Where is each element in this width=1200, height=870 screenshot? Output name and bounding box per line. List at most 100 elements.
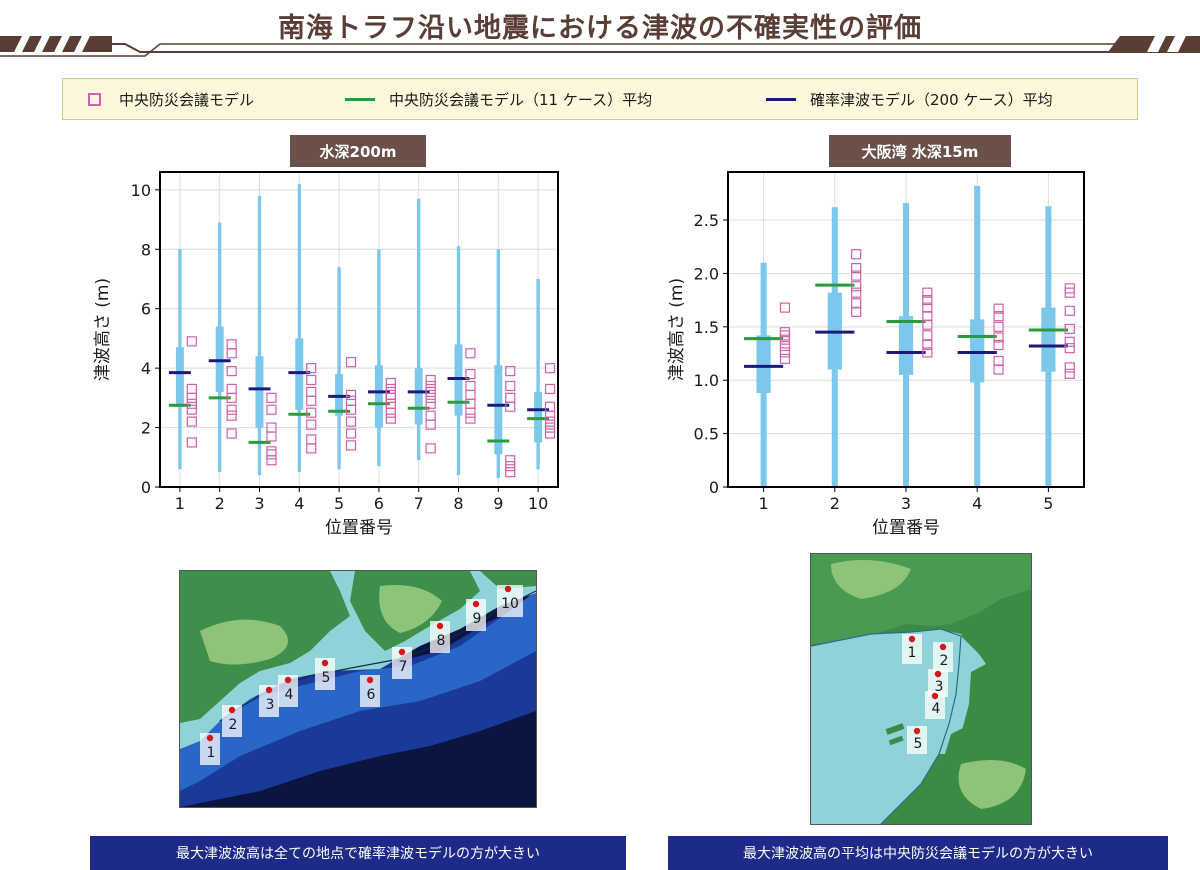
y-tick-label: 2.5 (694, 211, 719, 230)
y-tick-label: 2 (141, 419, 151, 438)
right-map-point-label: 1 (908, 645, 917, 661)
central-case-marker (1064, 368, 1075, 379)
central-case-marker (306, 386, 317, 398)
central-case-marker (226, 339, 237, 350)
central-case-marker (425, 380, 436, 392)
central-case-marker (922, 330, 933, 341)
probabilistic-iqr-box (970, 319, 985, 383)
probabilistic-iqr-box (255, 356, 264, 428)
central-case-marker (851, 306, 862, 317)
central-case-marker (465, 407, 476, 418)
central-case-marker (544, 383, 556, 395)
probabilistic-iqr-box (494, 365, 503, 455)
probabilistic-range-bar (417, 198, 421, 461)
y-tick-label: 0 (141, 478, 151, 497)
central-case-marker (779, 347, 791, 358)
central-case-marker (544, 422, 556, 433)
probabilistic-range-bar (536, 278, 540, 470)
plot-frame (727, 171, 1085, 488)
left-map-point-label: 10 (501, 596, 519, 612)
x-tick-label: 5 (334, 494, 344, 513)
x-tick-label: 4 (972, 494, 982, 513)
probabilistic-range-bar (257, 195, 262, 476)
central-case-marker (345, 440, 357, 451)
x-tick-label: 2 (830, 494, 840, 513)
central-case-marker (922, 347, 933, 358)
central-case-marker (306, 395, 317, 406)
probabilistic-iqr-box (756, 335, 771, 394)
central-case-marker (186, 392, 197, 403)
central-case-marker (993, 355, 1004, 367)
legend-probabilistic-average: 確率津波モデル（200 ケース）平均 (766, 79, 1053, 119)
left-map-point-label: 2 (229, 717, 238, 733)
x-tick-label: 3 (901, 494, 911, 513)
central-case-marker (851, 298, 862, 309)
legend: 中央防災会議モデル 中央防災会議モデル（11 ケース）平均 確率津波モデル（20… (62, 78, 1138, 120)
y-axis-label: 津波高さ (m) (93, 278, 113, 381)
x-axis-label: 位置番号 (325, 518, 393, 538)
left-map-point-label: 7 (399, 659, 408, 675)
central-case-marker (1064, 362, 1075, 373)
y-tick-label: 2.0 (694, 264, 719, 283)
central-case-marker (922, 295, 933, 306)
square-marker-icon (88, 92, 101, 106)
central-case-marker (993, 332, 1004, 343)
central-case-marker (306, 434, 317, 445)
probabilistic-range-bar (337, 267, 341, 470)
central-case-marker (186, 416, 197, 427)
x-tick-label: 4 (294, 494, 304, 513)
central-case-marker (1064, 323, 1075, 335)
central-case-marker (505, 455, 516, 466)
central-case-marker (779, 334, 791, 345)
central-case-marker (186, 398, 197, 409)
central-case-marker (425, 398, 436, 409)
y-tick-label: 1.5 (694, 318, 719, 337)
legend-central-average: 中央防災会議モデル（11 ケース）平均 (345, 79, 652, 119)
central-case-marker (544, 428, 556, 439)
probabilistic-iqr-box (175, 347, 184, 407)
central-case-marker (266, 449, 277, 460)
green-line-icon (345, 97, 375, 101)
central-case-marker (993, 303, 1004, 314)
central-case-marker (385, 407, 396, 418)
y-tick-label: 0 (709, 478, 719, 497)
central-case-marker (993, 339, 1004, 351)
y-axis-label: 津波高さ (m) (667, 278, 687, 381)
x-tick-label: 9 (493, 494, 503, 513)
left-map-point-label: 8 (437, 633, 446, 649)
left-map-point-label: 5 (322, 670, 331, 686)
central-case-marker (266, 431, 277, 442)
right-map-point-label: 5 (914, 736, 923, 752)
central-case-marker (505, 401, 516, 412)
probabilistic-range-bar (377, 249, 381, 467)
central-case-marker (345, 428, 357, 439)
central-case-marker (425, 419, 436, 430)
x-tick-label: 6 (374, 494, 384, 513)
central-case-marker (306, 407, 317, 418)
central-case-marker (186, 437, 197, 448)
probabilistic-iqr-box (374, 365, 383, 428)
probabilistic-iqr-box (1041, 307, 1056, 372)
central-case-marker (1064, 305, 1075, 316)
central-case-marker (306, 443, 317, 454)
left-caption: 最大津波波高は全ての地点で確率津波モデルの方が大きい (90, 836, 626, 870)
central-case-marker (922, 311, 933, 322)
central-case-marker (465, 368, 476, 380)
central-case-marker (425, 374, 436, 386)
right-map: 1 2 3 4 5 (810, 553, 1032, 825)
central-case-marker (779, 340, 791, 352)
left-map-point-label: 6 (367, 687, 376, 703)
central-case-marker (425, 410, 436, 421)
central-case-marker (505, 392, 516, 403)
right-caption: 最大津波波高の平均は中央防災会議モデルの方が大きい (668, 836, 1168, 870)
central-case-marker (851, 270, 862, 281)
central-case-marker (851, 249, 862, 260)
central-case-marker (266, 455, 277, 466)
legend-prob-avg-label: 確率津波モデル（200 ケース）平均 (810, 90, 1053, 109)
x-tick-label: 1 (759, 494, 769, 513)
central-case-marker (425, 392, 436, 403)
legend-central-label: 中央防災会議モデル (119, 90, 255, 109)
central-case-marker (306, 374, 317, 386)
y-tick-label: 1.0 (694, 371, 719, 390)
central-case-marker (226, 366, 237, 377)
